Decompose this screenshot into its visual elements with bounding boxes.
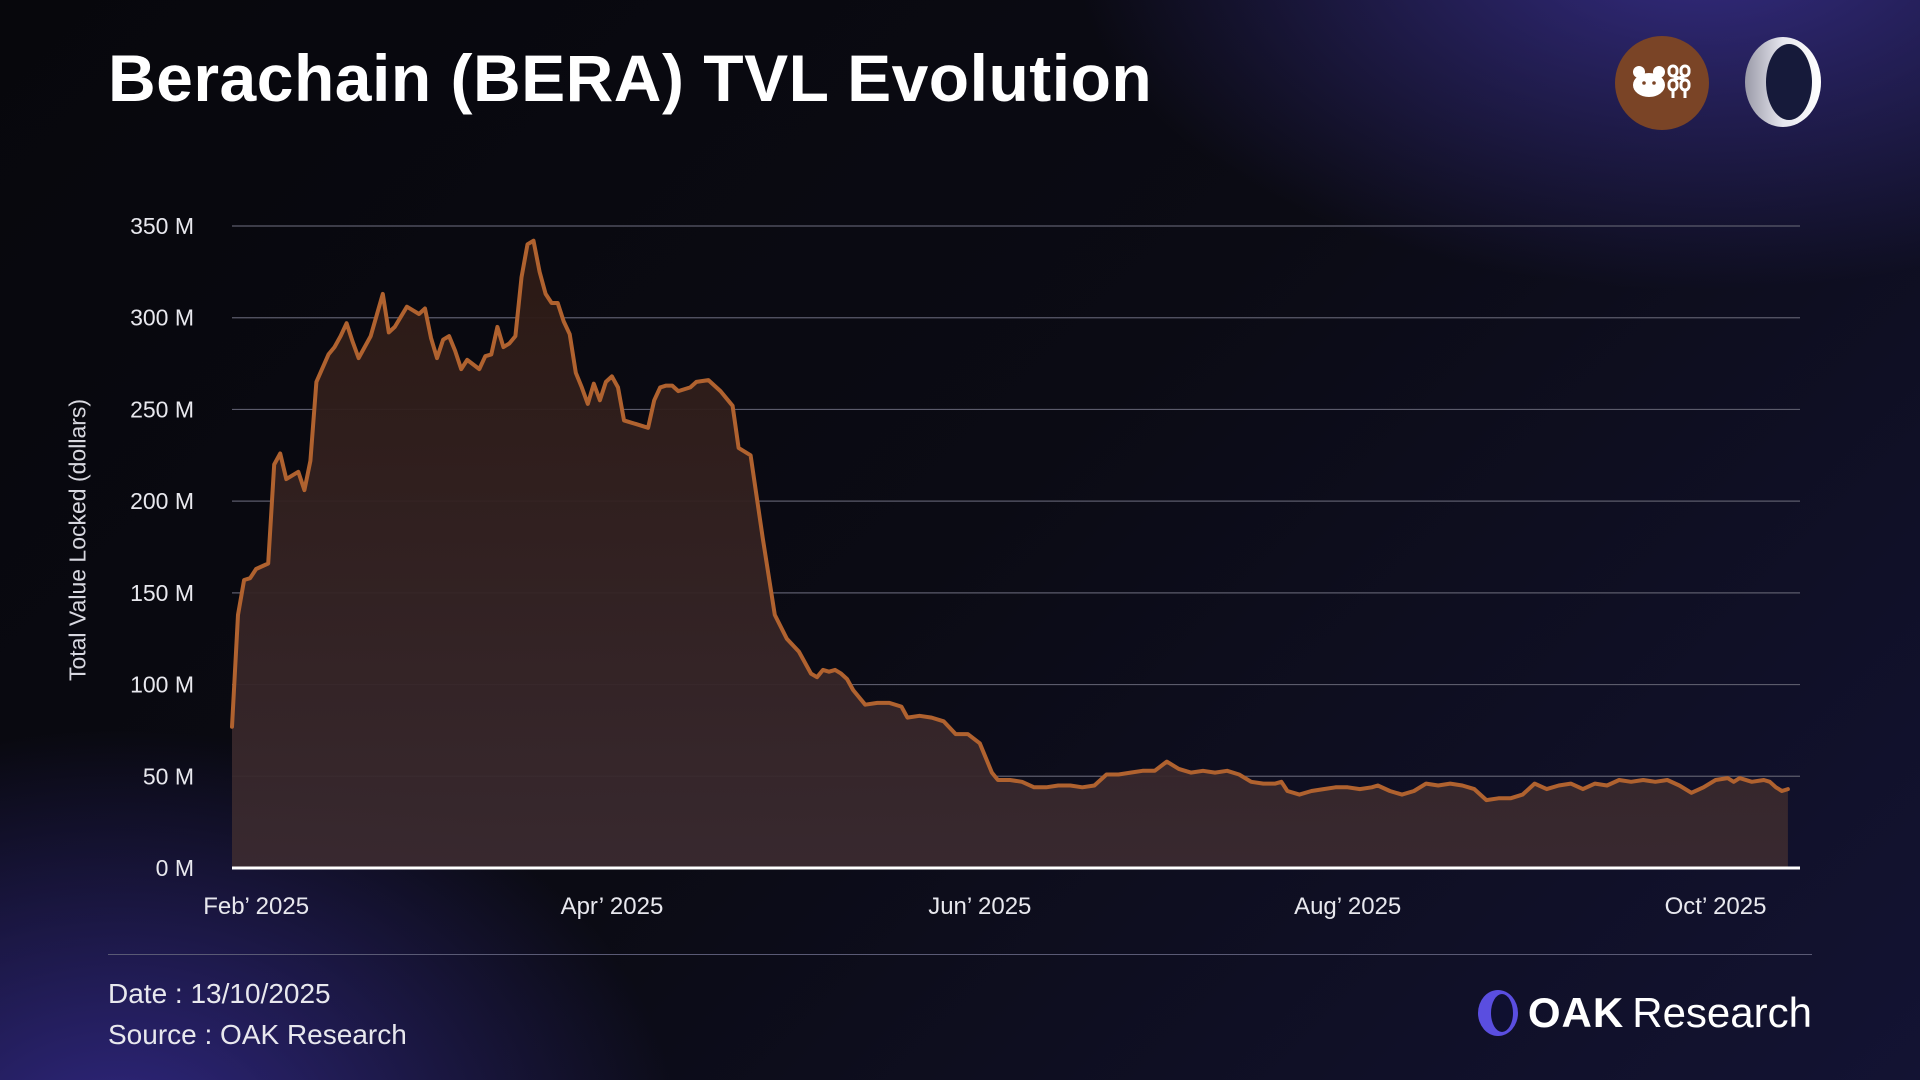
y-tick-label: 250 M bbox=[130, 396, 194, 422]
brand-name: OAK bbox=[1527, 989, 1625, 1036]
x-tick-label: Oct’ 2025 bbox=[1665, 893, 1767, 920]
oak-research-brand: OAK Research bbox=[1476, 988, 1812, 1038]
tvl-area bbox=[232, 240, 1788, 868]
y-tick-label: 100 M bbox=[130, 672, 194, 698]
x-tick-label: Jun’ 2025 bbox=[928, 893, 1031, 920]
bear-chain-icon bbox=[1633, 64, 1691, 98]
y-tick-label: 200 M bbox=[130, 488, 194, 514]
oak-logo bbox=[1740, 34, 1826, 130]
tvl-line bbox=[230, 238, 1790, 803]
x-tick-label: Feb’ 2025 bbox=[203, 893, 309, 920]
page-title: Berachain (BERA) TVL Evolution bbox=[108, 41, 1153, 115]
x-tick-label: Apr’ 2025 bbox=[561, 893, 664, 920]
x-tick-label: Aug’ 2025 bbox=[1294, 893, 1401, 920]
oak-brand-icon bbox=[1477, 990, 1518, 1036]
date-text: Date : 13/10/2025 bbox=[108, 978, 331, 1009]
y-tick-label: 0 M bbox=[156, 855, 194, 881]
source-text: Source : OAK Research bbox=[108, 1019, 407, 1050]
bera-chain-logo bbox=[1615, 36, 1709, 130]
footer-divider bbox=[108, 954, 1812, 955]
y-tick-label: 50 M bbox=[143, 763, 194, 789]
y-tick-label: 350 M bbox=[130, 213, 194, 239]
y-tick-label: 300 M bbox=[130, 305, 194, 331]
y-tick-label: 150 M bbox=[130, 580, 194, 606]
brand-suffix: Research bbox=[1632, 989, 1812, 1036]
oak-ring-icon bbox=[1745, 37, 1821, 127]
